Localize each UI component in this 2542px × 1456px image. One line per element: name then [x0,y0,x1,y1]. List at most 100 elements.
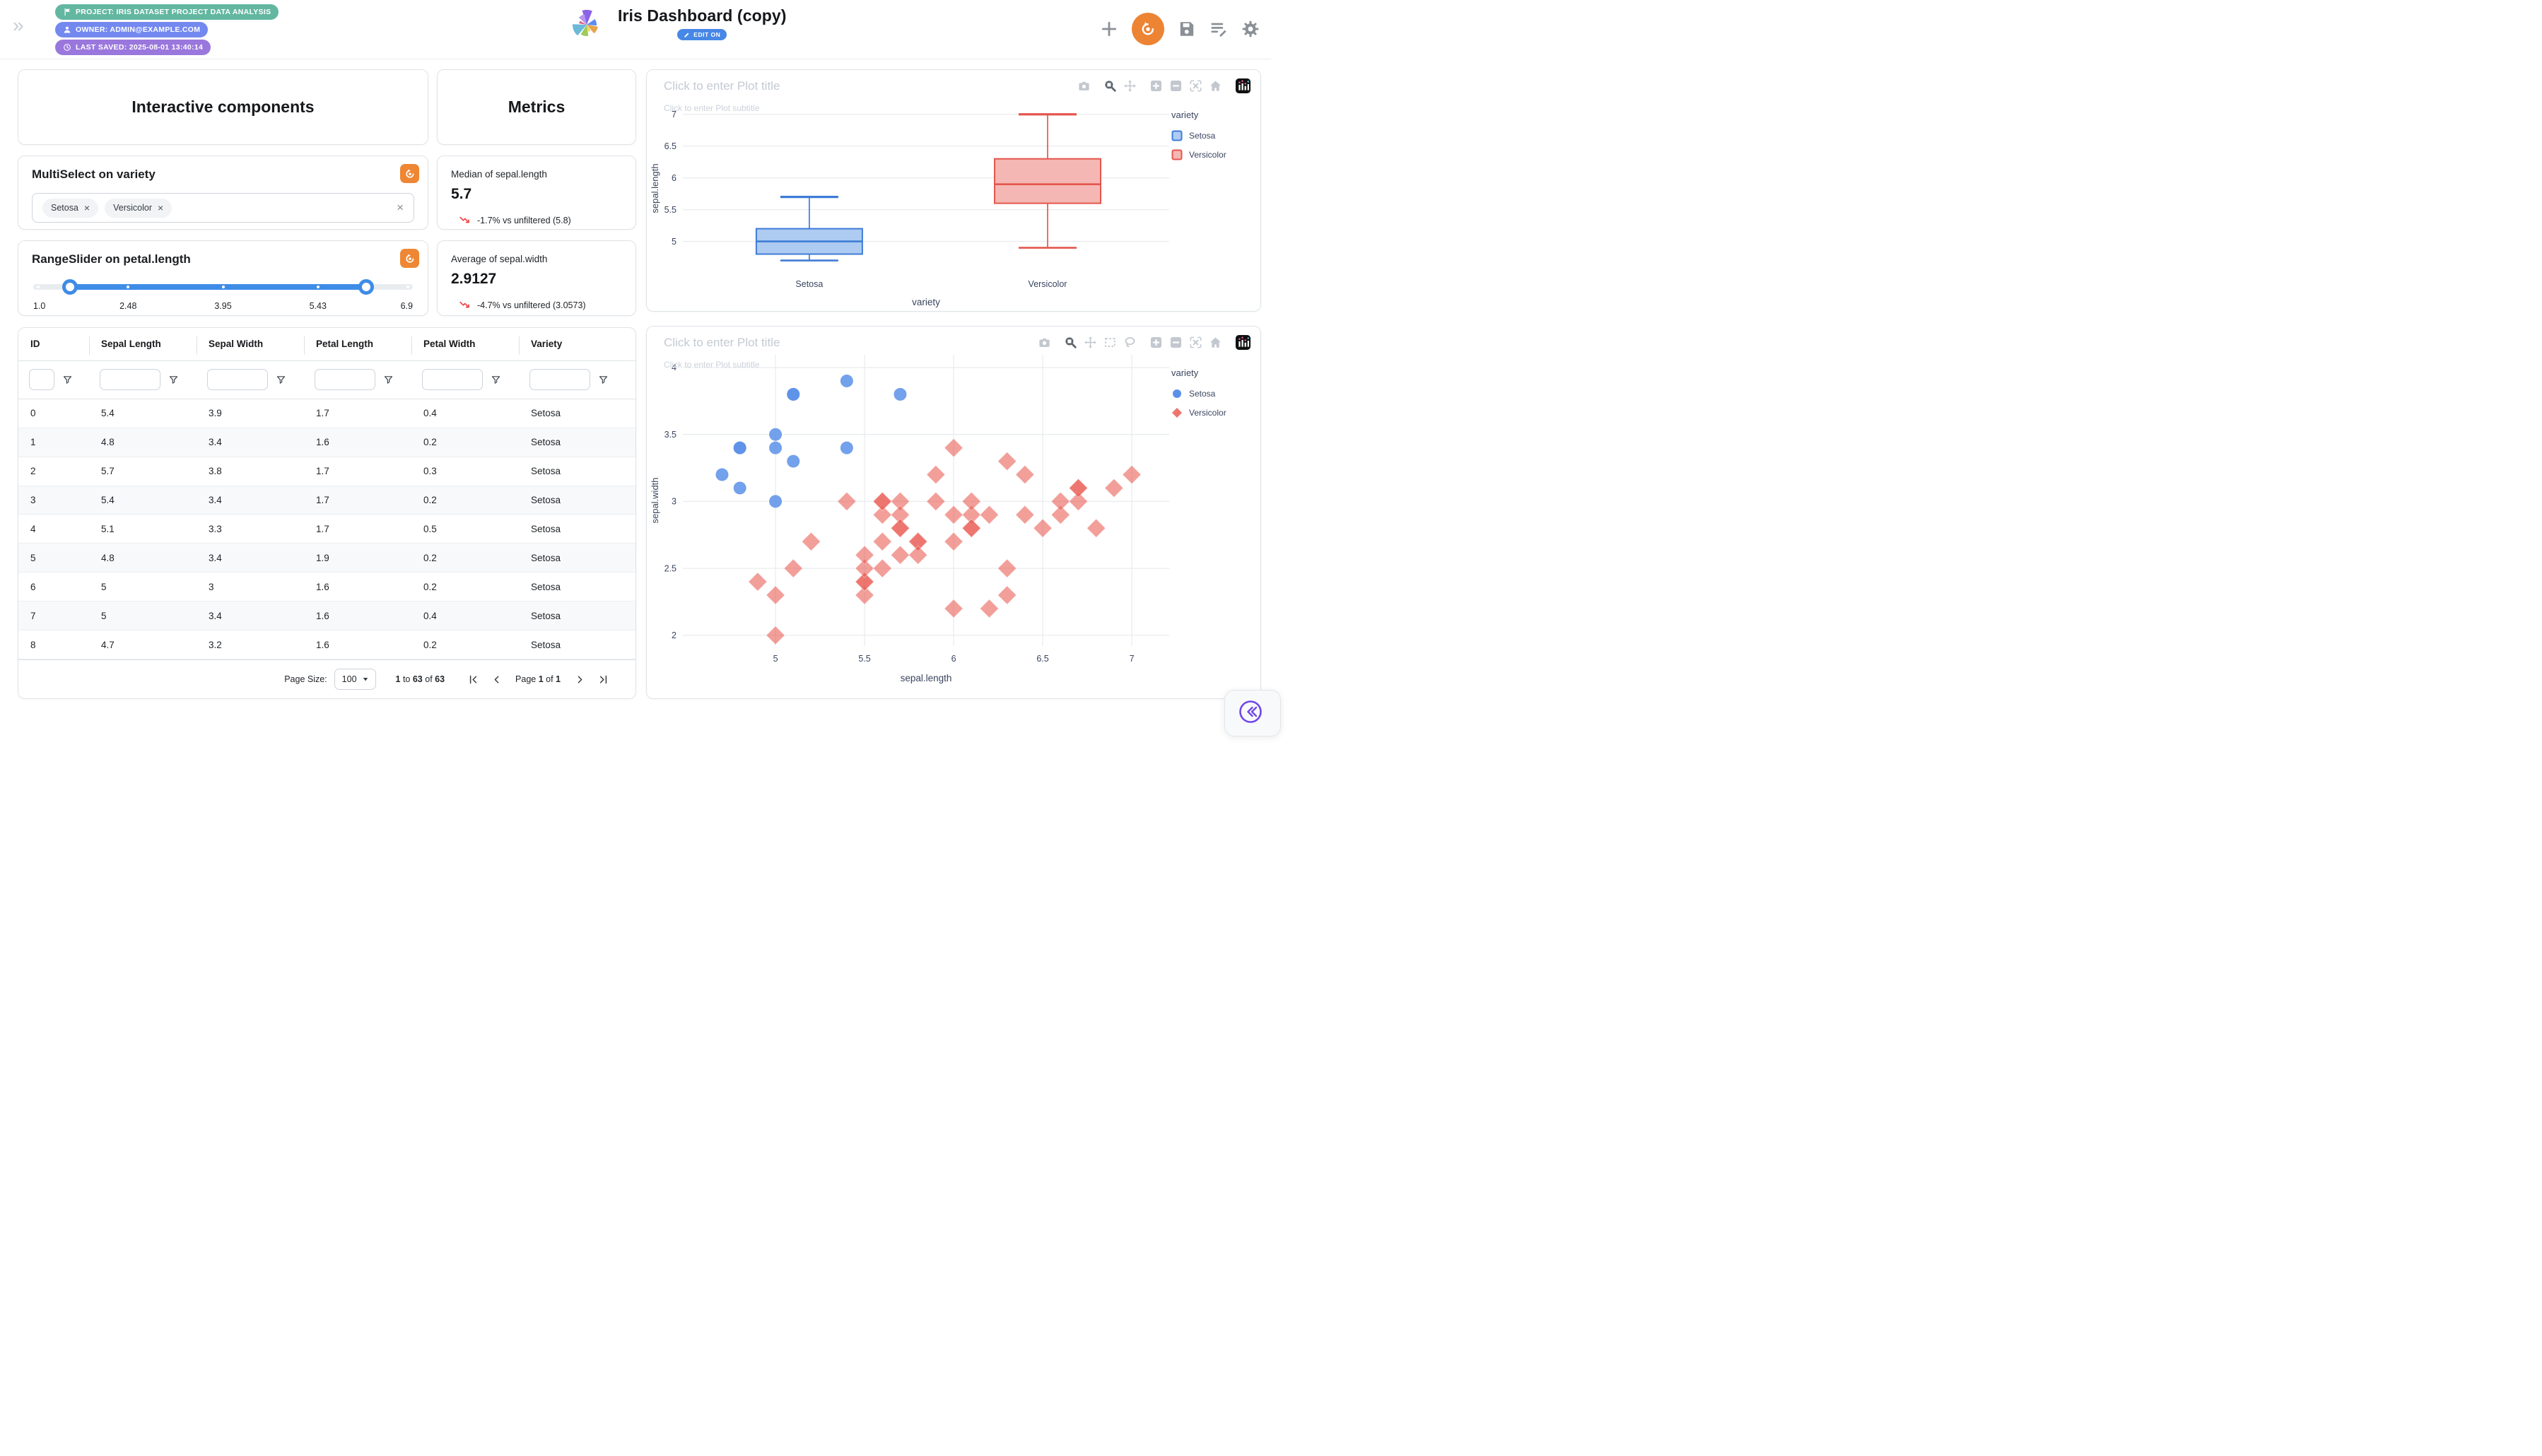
legend-item[interactable]: Versicolor [1171,403,1255,422]
filter-icon[interactable] [62,375,73,385]
multiselect-reset-button[interactable] [400,164,419,183]
modebar-camera-icon[interactable] [1038,336,1051,349]
table-row[interactable]: 3 5.4 3.4 1.7 0.2 Setosa [18,486,636,515]
add-component-button[interactable] [1100,20,1118,38]
filter-input[interactable] [315,369,375,391]
modebar-zoom-in-icon[interactable] [1149,336,1163,349]
filter-input[interactable] [529,369,590,391]
filter-icon[interactable] [383,375,394,385]
column-header[interactable]: Petal Length [304,336,411,356]
column-header[interactable]: Variety [519,336,636,356]
table-filter-row [18,361,636,399]
plot-title-placeholder[interactable]: Click to enter Plot title [664,79,780,93]
filter-icon[interactable] [168,375,179,385]
last-saved-badge: LAST SAVED: 2025-08-01 13:40:14 [55,40,211,55]
table-cell: 1.6 [316,610,329,621]
trend-down-icon [459,214,471,226]
table-cell: 3.4 [209,495,222,506]
scatter-points-versicolor[interactable] [748,438,1142,645]
prev-page-button[interactable] [488,671,505,688]
table-cell: 5.4 [101,408,115,419]
legend-item[interactable]: Setosa [1171,384,1255,403]
filter-input[interactable] [29,369,54,391]
edit-list-button[interactable] [1210,20,1228,38]
floating-panel [1224,690,1281,736]
table-row[interactable]: 0 5.4 3.9 1.7 0.4 Setosa [18,399,636,428]
column-header[interactable]: Petal Width [411,336,519,356]
box-versicolor[interactable] [994,113,1101,249]
table-cell: 0.4 [423,610,437,621]
chevrons-left-circle-icon[interactable] [1237,698,1264,725]
scatter-points-setosa[interactable] [715,374,907,508]
modebar-autoscale-icon[interactable] [1189,79,1202,93]
filter-input[interactable] [422,369,483,391]
multiselect-input[interactable]: Setosa × Versicolor × × [32,193,414,223]
last-page-button[interactable] [594,671,611,688]
scatter-canvas[interactable]: 5 5.5 6 6.5 7 2 2.5 3 3.5 4 sepal.width sepal.lengt… [647,327,1260,698]
table-row[interactable]: 1 4.8 3.4 1.6 0.2 Setosa [18,428,636,457]
multiselect-chip[interactable]: Versicolor × [105,198,172,218]
legend-item[interactable]: Versicolor [1171,145,1255,164]
table-row[interactable]: 7 5 3.4 1.6 0.4 Setosa [18,601,636,631]
owner-badge: OWNER: ADMIN@EXAMPLE.COM [55,22,209,37]
table-row[interactable]: 4 5.1 3.3 1.7 0.5 Setosa [18,515,636,544]
multiselect-clear-icon[interactable]: × [397,201,404,214]
modebar-zoom-out-icon[interactable] [1169,79,1183,93]
chevrons-right-icon[interactable]: » [13,14,24,36]
plot-legend: variety Setosa Versicolor [1171,368,1255,422]
filter-icon[interactable] [491,375,501,385]
modebar-zoom-in-icon[interactable] [1149,79,1163,93]
first-page-button[interactable] [464,671,481,688]
filter-input[interactable] [207,369,268,391]
modebar-pan-icon[interactable] [1084,336,1097,349]
table-row[interactable]: 5 4.8 3.4 1.9 0.2 Setosa [18,544,636,573]
table-cell: 3.4 [209,610,222,621]
modebar-box-select-icon[interactable] [1103,336,1117,349]
modebar-home-icon[interactable] [1209,79,1222,93]
plot-subtitle-placeholder[interactable]: Click to enter Plot subtitle [664,360,760,370]
modebar-zoom-icon[interactable] [1103,79,1117,93]
modebar-zoom-out-icon[interactable] [1169,336,1183,349]
table-row[interactable]: 6 5 3 1.6 0.2 Setosa [18,573,636,602]
range-slider[interactable]: 1.0 2.48 3.95 5.43 6.9 [33,278,413,311]
y-tick-label: 3 [672,497,676,507]
filter-input[interactable] [100,369,160,391]
edit-mode-label: EDIT ON [693,31,721,38]
multiselect-chip[interactable]: Setosa × [42,198,99,218]
edit-mode-badge[interactable]: EDIT ON [677,29,727,40]
filter-icon[interactable] [598,375,609,385]
plot-title-placeholder[interactable]: Click to enter Plot title [664,336,780,349]
slider-handle-max[interactable] [358,279,374,295]
modebar-edit-chart-icon[interactable] [1235,334,1251,351]
next-page-button[interactable] [571,671,588,688]
box-setosa[interactable] [755,196,863,262]
slider-handle-min[interactable] [62,279,78,295]
modebar-zoom-icon[interactable] [1064,336,1077,349]
legend-item[interactable]: Setosa [1171,126,1255,145]
settings-button[interactable] [1241,20,1260,38]
chip-remove-icon[interactable]: × [83,202,90,213]
rangeslider-reset-button[interactable] [400,249,419,268]
page-title[interactable]: Iris Dashboard (copy) [618,6,787,25]
modebar-autoscale-icon[interactable] [1189,336,1202,349]
page-size-select[interactable]: 100 [334,669,376,691]
legend-swatch-box [1171,149,1183,160]
svg-text:7: 7 [672,110,676,119]
chip-remove-icon[interactable]: × [158,202,164,213]
modebar-lasso-icon[interactable] [1123,336,1137,349]
column-header[interactable]: ID [30,339,40,350]
history-restore-button[interactable] [1132,13,1164,45]
column-header[interactable]: Sepal Width [197,336,304,356]
save-button[interactable] [1178,20,1196,38]
filter-icon[interactable] [276,375,286,385]
modebar-home-icon[interactable] [1209,336,1222,349]
table-row[interactable]: 8 4.7 3.2 1.6 0.2 Setosa [18,630,636,660]
table-row[interactable]: 2 5.7 3.8 1.7 0.3 Setosa [18,457,636,486]
table-cell: 4.8 [101,552,115,563]
modebar-camera-icon[interactable] [1077,79,1091,93]
column-header[interactable]: Sepal Length [89,336,197,356]
plot-subtitle-placeholder[interactable]: Click to enter Plot subtitle [664,103,760,113]
modebar-pan-icon[interactable] [1123,79,1137,93]
modebar-edit-chart-icon[interactable] [1235,78,1251,94]
